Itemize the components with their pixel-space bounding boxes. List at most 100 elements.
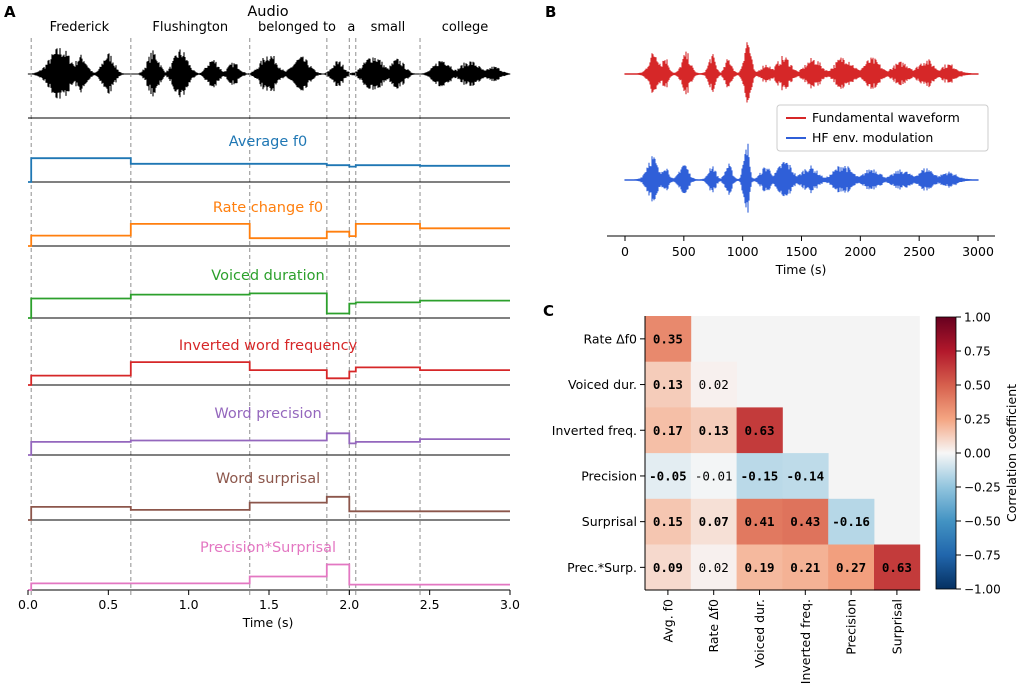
heatmap-cell-value: 0.07 — [699, 514, 729, 529]
trace-title: Precision*Surprisal — [200, 540, 336, 556]
heatmap-cell-value: -0.01 — [695, 468, 733, 483]
heatmap-cell — [782, 498, 829, 545]
trace-title: Rate change f0 — [213, 200, 323, 216]
row-label: Rate Δf0 — [583, 331, 637, 346]
panel-letter-c: C — [543, 302, 554, 320]
heatmap-cell-value: 0.21 — [790, 560, 820, 575]
heatmap-cell-value: 0.02 — [699, 377, 729, 392]
heatmap-cell-value: 0.02 — [699, 560, 729, 575]
panel-a-feature-traces: Audio Frederick Flushington belonged to a sma… — [18, 4, 520, 630]
heatmap-cell — [645, 316, 692, 363]
panel-b-x-axis: 0 500 1000 1500 2000 2500 3000 — [607, 235, 995, 259]
feature-trace-line — [28, 563, 510, 591]
word-label: a — [347, 20, 355, 35]
row-label: Precision — [581, 468, 637, 483]
fundamental-waveform-trace — [624, 42, 979, 103]
colorbar-tick-label: −1.00 — [964, 583, 1001, 597]
heatmap-cell-value: 0.15 — [653, 514, 683, 529]
x-tick-label: 0.0 — [18, 597, 38, 612]
colorbar-tick-label: −0.50 — [964, 515, 1001, 529]
heatmap-cell-value: 0.17 — [653, 423, 683, 438]
panel-c-correlation-heatmap: 0.350.13 0.020.17 0.13 0.63-0.05 -0.01 -0.15-… — [552, 311, 1019, 685]
x-tick-label: 3000 — [962, 244, 994, 259]
panel-a-title: Audio — [247, 4, 288, 20]
trace-title: Word surprisal — [216, 471, 320, 487]
word-label: Flushington — [152, 20, 228, 35]
heatmap-cell — [690, 361, 737, 408]
heatmap-cell — [736, 453, 783, 500]
heatmap-cell — [645, 407, 692, 454]
heatmap-cell — [645, 498, 692, 545]
colorbar-tick-label: 0.25 — [964, 413, 991, 427]
heatmap-cell-value: 0.09 — [653, 560, 683, 575]
panel-b-waveforms: Fundamental waveform HF env. modulation … — [607, 42, 995, 277]
legend-box — [776, 104, 989, 152]
column-label: Avg. f0 — [660, 599, 675, 642]
word-labels: Frederick Flushington belonged to a small coll… — [50, 20, 489, 35]
feature-trace-line — [28, 157, 510, 183]
column-label: Voiced dur. — [752, 599, 767, 668]
colorbar-tick-label: 0.50 — [964, 379, 991, 393]
heatmap-column-labels: Avg. f0 Rate Δf0 Voiced dur. Inverted freq.… — [660, 590, 904, 684]
colorbar-tick-label: 0.75 — [964, 345, 991, 359]
x-tick-label: 1.5 — [259, 597, 279, 612]
feature-trace-line — [28, 495, 510, 521]
panel-a-xlabel: Time (s) — [242, 615, 294, 630]
column-label: Inverted freq. — [798, 599, 813, 684]
x-tick-label: 0 — [621, 244, 629, 259]
x-tick-label: 2.5 — [420, 597, 440, 612]
feature-traces: Average f0 Rate change f0 Voiced duration I… — [28, 134, 510, 591]
feature-trace-line — [28, 223, 510, 247]
heatmap-cell — [645, 544, 692, 591]
x-tick-label: 2500 — [903, 244, 935, 259]
column-label: Surprisal — [889, 599, 904, 654]
x-tick-label: 0.5 — [98, 597, 118, 612]
trace-title: Inverted word frequency — [179, 338, 358, 354]
x-tick-label: 2000 — [844, 244, 876, 259]
heatmap-cell — [690, 544, 737, 591]
row-label: Inverted freq. — [552, 423, 637, 438]
panel-b-legend: Fundamental waveform HF env. modulation — [776, 104, 989, 152]
heatmap-cell-value: 0.35 — [653, 331, 683, 346]
legend-label-hf: HF env. modulation — [812, 130, 933, 145]
heatmap-cell — [736, 407, 783, 454]
x-tick-label: 500 — [672, 244, 696, 259]
panel-letter-b: B — [545, 3, 556, 21]
audio-waveform — [27, 48, 511, 99]
column-label: Precision — [844, 599, 859, 655]
heatmap-cell-value: -0.14 — [786, 468, 824, 483]
heatmap-cell — [782, 544, 829, 591]
heatmap-cell — [736, 498, 783, 545]
panel-a-x-axis: 0.0 0.5 1.0 1.5 2.0 2.5 3.0 — [18, 590, 520, 612]
heatmap-cell-value: 0.41 — [744, 514, 774, 529]
row-label: Surprisal — [582, 514, 637, 529]
panel-b-xlabel: Time (s) — [775, 262, 827, 277]
trace-title: Average f0 — [229, 134, 307, 150]
panel-letter-a: A — [4, 3, 16, 21]
word-label: to — [323, 20, 336, 35]
heatmap-cell — [690, 453, 737, 500]
row-label: Voiced dur. — [568, 377, 637, 392]
column-label: Rate Δf0 — [706, 599, 721, 653]
heatmap-cell-value: 0.13 — [653, 377, 683, 392]
x-tick-label: 2.0 — [339, 597, 359, 612]
heatmap-cell — [828, 544, 875, 591]
colorbar-tick-label: 1.00 — [964, 311, 991, 325]
word-label: belonged — [258, 20, 319, 35]
heatmap-cell — [782, 453, 829, 500]
heatmap-cell — [690, 407, 737, 454]
heatmap-cell — [690, 498, 737, 545]
heatmap-cell-value: 0.63 — [882, 560, 912, 575]
trace-title: Voiced duration — [211, 268, 324, 284]
x-tick-label: 3.0 — [500, 597, 520, 612]
colorbar-tick-label: −0.75 — [964, 549, 1001, 563]
heatmap-cell-value: 0.13 — [699, 423, 729, 438]
heatmap-cell-value: 0.19 — [744, 560, 774, 575]
waveform-series — [624, 42, 979, 213]
heatmap-cell-value: -0.05 — [649, 468, 687, 483]
hf-envelope-trace — [624, 143, 979, 213]
row-label: Prec.*Surp. — [567, 560, 637, 575]
colorbar-tick-label: −0.25 — [964, 481, 1001, 495]
heatmap-cell-value: 0.43 — [790, 514, 820, 529]
x-tick-label: 1500 — [786, 244, 818, 259]
